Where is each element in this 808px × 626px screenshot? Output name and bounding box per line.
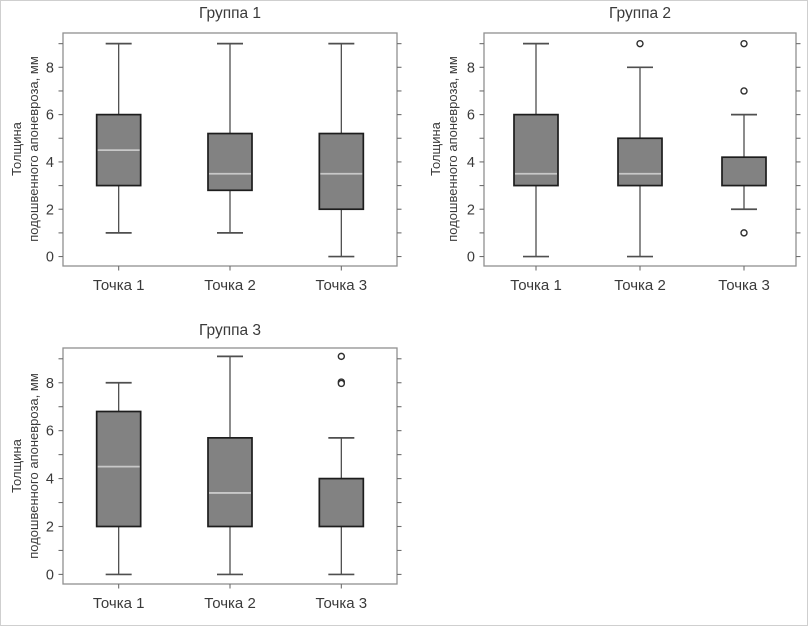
- y-tick-label: 2: [467, 202, 475, 218]
- y-tick-label: 2: [46, 520, 54, 536]
- box-1: [95, 381, 142, 576]
- iqr-box: [318, 132, 365, 211]
- boxplot-group-3: Группа 3 Толщина подошвенного апоневроза…: [1, 316, 405, 625]
- boxplot-group-1: Группа 1 Толщина подошвенного апоневроза…: [1, 1, 405, 301]
- y-tick-label: 6: [467, 108, 475, 124]
- outlier-point: [740, 39, 748, 48]
- box-2: [207, 42, 253, 234]
- chart-title-group-2: Группа 2: [608, 5, 672, 22]
- boxplot-canvas-group-2: 0 2 4 6 8 Точка 1 Точка 2 Точка 3: [467, 32, 801, 294]
- x-category-label: Точка 1: [510, 277, 562, 294]
- outlier-point: [337, 379, 346, 388]
- iqr-box: [207, 436, 253, 528]
- box-1: [513, 42, 559, 258]
- chart-title-group-3: Группа 3: [198, 322, 262, 339]
- outlier-point: [740, 87, 748, 95]
- x-category-label: Точка 3: [316, 595, 368, 612]
- iqr-box: [617, 137, 663, 187]
- x-category-label: Точка 1: [93, 277, 145, 294]
- y-tick-label: 0: [467, 250, 475, 266]
- y-tick-label: 8: [467, 60, 475, 76]
- y-tick-label: 2: [46, 202, 54, 218]
- x-category-label: Точка 3: [718, 277, 770, 294]
- box-2: [207, 355, 253, 576]
- y-tick-label: 6: [46, 108, 54, 124]
- chart-title-group-1: Группа 1: [198, 5, 262, 22]
- y-tick-label: 0: [46, 567, 54, 583]
- box-3: [318, 352, 365, 576]
- iqr-box: [207, 132, 253, 192]
- box-3: [318, 42, 365, 258]
- iqr-box: [318, 477, 365, 528]
- iqr-box: [95, 410, 142, 528]
- x-category-label: Точка 3: [316, 277, 368, 294]
- box-2: [617, 39, 663, 258]
- y-tick-label: 4: [467, 155, 475, 171]
- x-category-label: Точка 1: [93, 595, 145, 612]
- boxplot-canvas-group-3: 0 2 4 6 8 Точка 1 Точка 2 Точка 3: [46, 347, 402, 612]
- outlier-point: [740, 229, 748, 237]
- box-3: [721, 39, 767, 237]
- y-tick-label: 0: [46, 250, 54, 266]
- boxplot-canvas-group-1: 0 2 4 6 8 Точка 1 Точка 2 Точка 3: [46, 32, 402, 294]
- box-1: [95, 42, 142, 234]
- y-tick-label: 4: [46, 472, 54, 488]
- iqr-box: [513, 113, 559, 187]
- y-tick-label: 4: [46, 155, 54, 171]
- y-tick-label: 8: [46, 376, 54, 392]
- boxplot-group-2: Группа 2 Толщина подошвенного апоневроза…: [405, 1, 807, 301]
- x-category-label: Точка 2: [614, 277, 666, 294]
- outlier-point: [337, 352, 346, 361]
- y-tick-label: 6: [46, 424, 54, 440]
- y-tick-label: 8: [46, 60, 54, 76]
- iqr-box: [721, 156, 767, 187]
- x-category-label: Точка 2: [204, 595, 256, 612]
- x-category-label: Точка 2: [204, 277, 256, 294]
- outlier-point: [636, 39, 644, 48]
